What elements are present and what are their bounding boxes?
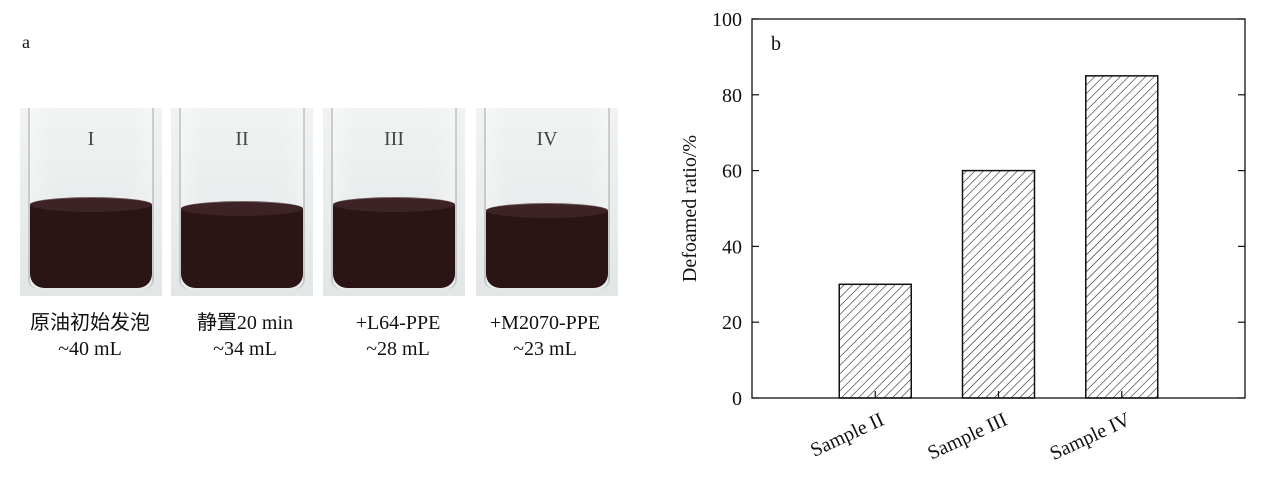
liquid-surface [333,197,455,212]
caption-condition: +L64-PPE [355,312,441,334]
x-tick-label: Sample III [924,409,1010,465]
beaker-caption: +L64-PPE ~28 mL [313,310,483,362]
caption-condition: 原油初始发泡 [30,312,150,334]
caption-volume: ~23 mL [513,338,577,360]
caption-condition: +M2070-PPE [489,312,601,334]
beaker-roman-label: II [235,128,249,150]
y-tick-label: 60 [722,161,742,183]
beaker-roman-label: III [384,128,404,150]
x-tick-label: Sample IV [1047,408,1135,465]
y-tick-label: 0 [732,388,742,410]
panel-a-label: a [22,32,30,52]
y-axis-label: Defoamed ratio/% [679,135,701,282]
crude-oil-liquid [30,197,152,288]
crude-oil-liquid [333,197,455,288]
y-tick-label: 100 [712,9,742,31]
beaker-caption: 原油初始发泡 ~40 mL [5,310,175,362]
crude-oil-liquid [486,203,608,288]
y-tick-label: 80 [722,85,742,107]
beaker-photo: I [20,108,162,296]
y-tick-label: 20 [722,312,742,334]
beaker-roman-label: IV [536,128,558,150]
crude-oil-liquid [181,201,303,288]
liquid-surface [181,201,303,216]
beaker-caption: +M2070-PPE ~23 mL [460,310,630,362]
liquid-surface [30,197,152,212]
beaker-photo: II [171,108,313,296]
beaker-roman-label: I [87,128,95,150]
bar-sample-iv [1085,75,1159,399]
panel-b-label: b [771,33,781,55]
liquid-surface [486,203,608,218]
caption-volume: ~34 mL [213,338,277,360]
caption-volume: ~40 mL [58,338,122,360]
beaker-photo: IV [476,108,618,296]
x-tick-label: Sample II [807,409,887,462]
bar-sample-ii [838,283,912,399]
beaker-caption: 静置20 min ~34 mL [160,310,330,362]
beaker-photo: III [323,108,465,296]
y-tick-label: 40 [722,236,742,258]
caption-volume: ~28 mL [366,338,430,360]
bar-sample-iii [961,169,1036,399]
caption-condition: 静置20 min [196,312,294,334]
